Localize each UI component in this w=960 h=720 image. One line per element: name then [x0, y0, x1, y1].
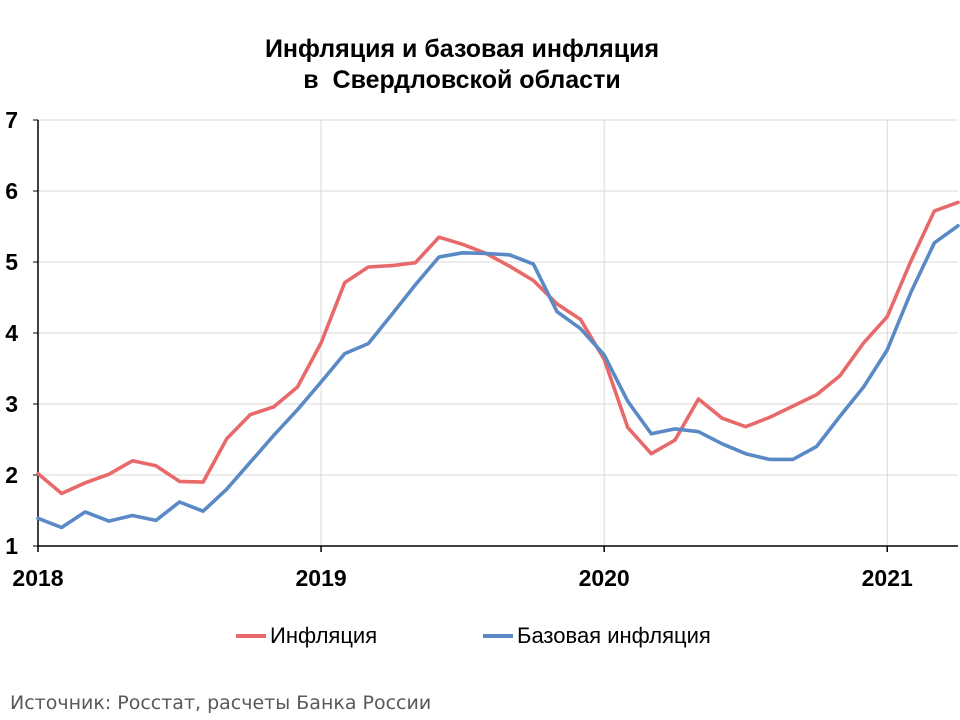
y-tick-label-1: 1	[5, 533, 18, 559]
series-line-2	[36, 224, 960, 530]
x-tick-label-2018: 2018	[12, 565, 63, 591]
y-tick-label-3: 3	[5, 391, 18, 417]
legend-label-1: Инфляция	[270, 623, 377, 648]
legend-label-2: Базовая инфляция	[517, 623, 711, 648]
chart-title-line-2: в Свердловской области	[303, 66, 621, 94]
series-line-1	[36, 200, 960, 496]
chart-title-line-1: Инфляция и базовая инфляция	[264, 35, 660, 63]
source-note: Источник: Росстат, расчеты Банка России	[10, 692, 432, 714]
y-tick-label-7: 7	[5, 107, 18, 133]
chart-title: Инфляция и базовая инфляция в Свердловск…	[0, 34, 924, 96]
x-tick-label-2019: 2019	[295, 565, 346, 591]
y-tick-label-2: 2	[5, 462, 18, 488]
x-tick-label-2021: 2021	[862, 565, 913, 591]
y-tick-label-6: 6	[5, 178, 18, 204]
x-tick-label-2020: 2020	[579, 565, 630, 591]
y-tick-label-4: 4	[5, 320, 18, 346]
y-tick-label-5: 5	[5, 249, 18, 275]
